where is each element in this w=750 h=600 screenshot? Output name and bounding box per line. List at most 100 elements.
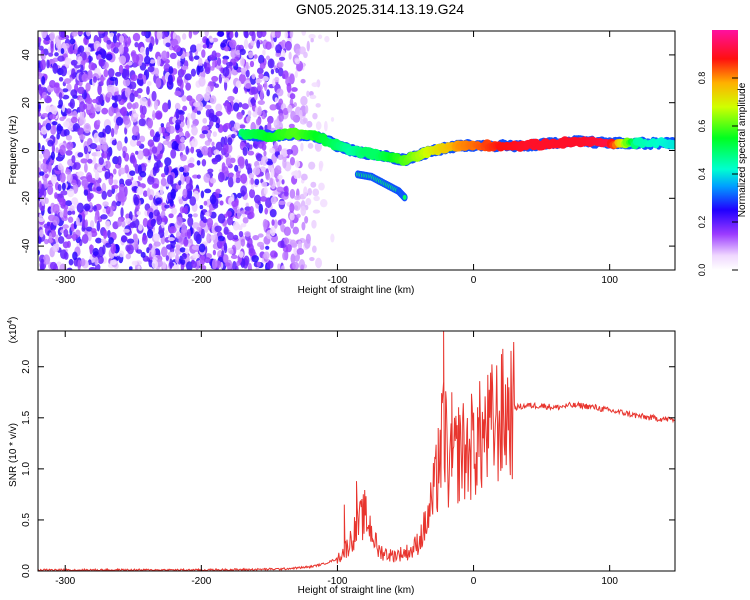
noise-blob [200, 210, 204, 221]
noise-blob [88, 55, 92, 65]
noise-blob [114, 41, 121, 48]
noise-blob [83, 145, 89, 155]
noise-blob [222, 143, 229, 154]
noise-blob [65, 168, 72, 175]
noise-blob [133, 240, 139, 250]
noise-blob [129, 92, 135, 103]
noise-blob [289, 188, 296, 199]
noise-blob [70, 116, 78, 124]
noise-blob [234, 56, 240, 62]
noise-blob [275, 44, 283, 54]
noise-blob [106, 189, 113, 198]
noise-blob [308, 33, 316, 40]
noise-blob [164, 164, 169, 176]
noise-blob [39, 153, 43, 159]
noise-blob [129, 170, 136, 176]
y-tick-label: 0.0 [21, 564, 32, 578]
noise-blob [160, 173, 166, 178]
noise-blob [186, 51, 190, 57]
noise-blob [99, 76, 106, 81]
noise-blob [178, 198, 184, 205]
noise-blob [270, 167, 275, 178]
noise-blob [119, 35, 125, 44]
noise-blob [71, 210, 76, 215]
noise-blob [67, 188, 75, 198]
noise-blob [70, 179, 77, 186]
noise-blob [264, 207, 269, 215]
noise-blob [180, 154, 187, 162]
colorbar-tick-label: 0.8 [697, 72, 707, 85]
noise-blob [110, 127, 115, 138]
noise-blob [96, 150, 101, 157]
noise-blob [226, 216, 233, 226]
noise-blob [180, 136, 185, 143]
noise-blob [315, 103, 321, 108]
noise-blob [101, 167, 106, 172]
noise-blob [274, 76, 280, 83]
noise-blob [58, 92, 63, 100]
noise-blob [255, 266, 260, 270]
noise-blob [181, 222, 187, 234]
y-tick-label: 20 [21, 97, 32, 109]
noise-blob [90, 107, 96, 114]
noise-blob [50, 151, 56, 161]
noise-blob [277, 263, 281, 270]
noise-blob [156, 31, 163, 41]
noise-blob [130, 50, 137, 59]
y-tick-label: 0.5 [21, 513, 32, 527]
noise-blob [93, 76, 97, 83]
noise-blob [42, 48, 49, 56]
noise-blob [239, 48, 246, 56]
noise-blob [266, 160, 274, 166]
noise-blob [156, 153, 163, 160]
noise-blob [125, 253, 132, 260]
noise-blob [85, 57, 89, 63]
noise-blob [172, 265, 180, 270]
noise-blob [89, 142, 98, 150]
noise-blob [97, 31, 105, 34]
noise-blob [184, 73, 192, 81]
noise-blob [277, 174, 283, 180]
noise-blob [105, 206, 111, 215]
noise-blob [236, 192, 243, 199]
colorbar-gradient [712, 30, 738, 270]
noise-blob [103, 69, 109, 78]
noise-blob [147, 98, 151, 107]
noise-blob [54, 52, 59, 57]
noise-blob [307, 142, 314, 149]
noise-blob [160, 177, 167, 187]
noise-blob [97, 84, 102, 96]
noise-blob [140, 251, 146, 258]
noise-blob [120, 106, 128, 117]
noise-blob [186, 118, 190, 129]
noise-blob [294, 195, 301, 201]
noise-blob [311, 219, 317, 229]
noise-blob [275, 52, 281, 58]
noise-blob [46, 59, 50, 69]
noise-blob [274, 97, 278, 103]
noise-blob [274, 31, 281, 39]
noise-blob [136, 211, 141, 216]
noise-blob [147, 118, 154, 129]
noise-blob [97, 255, 104, 265]
noise-blob [84, 219, 89, 229]
colorbar-tick-label: 0.4 [697, 168, 707, 181]
y-tick-label: 1.0 [21, 461, 32, 475]
snr-y-scale-exp: 4 [7, 320, 14, 324]
noise-blob [144, 55, 151, 65]
noise-blob [256, 67, 264, 75]
noise-blob [238, 102, 243, 108]
noise-blob [267, 58, 275, 69]
noise-blob [80, 258, 86, 267]
noise-blob [309, 94, 317, 100]
noise-blob [132, 157, 137, 168]
noise-blob [133, 102, 139, 109]
noise-blob [214, 225, 222, 233]
noise-blob [165, 42, 171, 48]
noise-blob [189, 178, 193, 190]
noise-blob [41, 195, 46, 207]
snr-panel: -300 -200 -100 0 100 0.0 0.5 1.0 1.5 2.0 Height … [7, 317, 676, 596]
noise-blob [40, 126, 48, 135]
noise-blob [48, 232, 53, 243]
noise-blob [214, 83, 220, 88]
